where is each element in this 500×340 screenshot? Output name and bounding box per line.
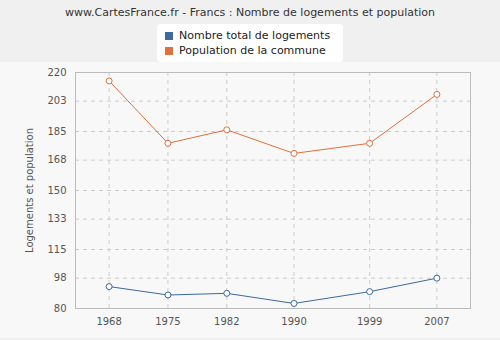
svg-text:80: 80: [54, 303, 67, 314]
html-text:Population de la commune: Population de la commune: [179, 44, 326, 57]
svg-text:220: 220: [47, 67, 66, 78]
svg-text:1982: 1982: [214, 316, 239, 327]
svg-text:115: 115: [47, 244, 66, 255]
svg-text:150: 150: [47, 185, 66, 196]
svg-text:133: 133: [47, 213, 66, 224]
svg-text:1968: 1968: [96, 316, 121, 327]
svg-text:185: 185: [47, 126, 66, 137]
svg-text:168: 168: [47, 154, 66, 165]
svg-text:98: 98: [54, 272, 67, 283]
html-text:Nombre total de logements: Nombre total de logements: [179, 29, 331, 42]
svg-text:203: 203: [47, 95, 66, 106]
svg-text:1990: 1990: [281, 316, 306, 327]
html-text:www.CartesFrance.fr - Francs :: www.CartesFrance.fr - Francs : Nombre de…: [65, 6, 435, 19]
svg-text:2007: 2007: [424, 316, 449, 327]
svg-text:1999: 1999: [357, 316, 382, 327]
svg-text:Logements et population: Logements et population: [24, 128, 35, 253]
svg-text:1975: 1975: [155, 316, 180, 327]
